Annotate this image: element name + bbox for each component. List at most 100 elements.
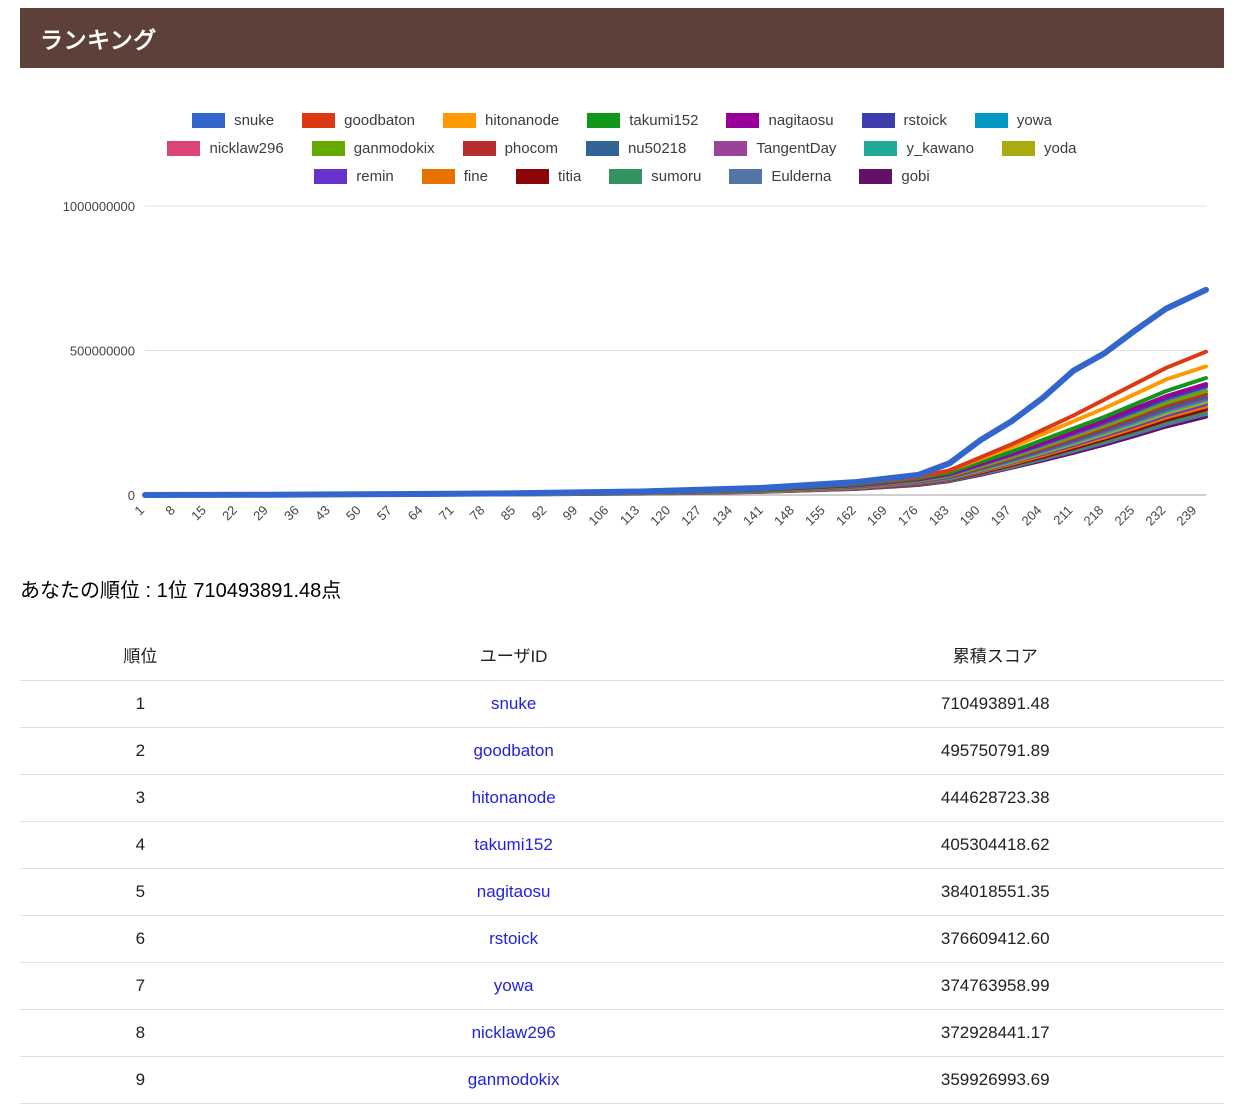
svg-text:148: 148 bbox=[771, 503, 797, 529]
svg-text:155: 155 bbox=[802, 503, 828, 529]
legend-item-goodbaton[interactable]: goodbaton bbox=[302, 112, 415, 129]
svg-text:239: 239 bbox=[1173, 503, 1199, 529]
legend-item-nu50218[interactable]: nu50218 bbox=[585, 140, 687, 157]
legend-item-fine[interactable]: fine bbox=[421, 168, 488, 185]
legend-label: gobi bbox=[901, 168, 930, 185]
legend-color-swatch bbox=[729, 169, 763, 184]
svg-text:71: 71 bbox=[436, 503, 457, 524]
ranking-line-chart: 1000000000 500000000 01 8 15 22 29 36 43 50 57 64 71… bbox=[63, 199, 1209, 529]
score-cell: 405304418.62 bbox=[766, 821, 1224, 869]
legend-item-remin[interactable]: remin bbox=[314, 168, 394, 185]
score-cell: 444628723.38 bbox=[766, 774, 1224, 822]
legend-item-hitonanode[interactable]: hitonanode bbox=[443, 112, 559, 129]
legend-color-swatch bbox=[864, 141, 898, 156]
legend-label: phocom bbox=[504, 140, 558, 157]
score-cell: 495750791.89 bbox=[766, 727, 1224, 775]
page-title: ランキング bbox=[40, 27, 157, 53]
legend-item-phocom[interactable]: phocom bbox=[462, 140, 558, 157]
user-link-rstoick[interactable]: rstoick bbox=[489, 929, 539, 948]
legend-item-yowa[interactable]: yowa bbox=[974, 112, 1052, 129]
svg-text:57: 57 bbox=[374, 503, 395, 524]
legend-label: Eulderna bbox=[771, 168, 832, 185]
legend-item-ganmodokix[interactable]: ganmodokix bbox=[311, 140, 435, 157]
legend-color-swatch bbox=[587, 113, 621, 128]
user-link-hitonanode[interactable]: hitonanode bbox=[471, 788, 556, 807]
user-cell: snuke bbox=[260, 680, 767, 728]
table-row: 6 rstoick 376609412.60 bbox=[20, 915, 1224, 963]
legend-color-swatch bbox=[714, 141, 748, 156]
user-link-takumi152[interactable]: takumi152 bbox=[474, 835, 553, 854]
legend-color-swatch bbox=[462, 141, 496, 156]
svg-text:78: 78 bbox=[467, 503, 488, 524]
ranking-table-head: 順位 ユーザID 累積スコア bbox=[20, 629, 1224, 681]
table-row: 2 goodbaton 495750791.89 bbox=[20, 727, 1224, 775]
table-row: 3 hitonanode 444628723.38 bbox=[20, 774, 1224, 822]
user-link-nicklaw296[interactable]: nicklaw296 bbox=[471, 1023, 556, 1042]
legend-label: remin bbox=[356, 168, 394, 185]
svg-text:232: 232 bbox=[1142, 503, 1168, 529]
svg-text:50: 50 bbox=[343, 503, 364, 524]
svg-text:204: 204 bbox=[1019, 503, 1045, 529]
svg-text:106: 106 bbox=[585, 503, 611, 529]
svg-text:141: 141 bbox=[740, 503, 766, 529]
svg-text:92: 92 bbox=[529, 503, 550, 524]
legend-item-sumoru[interactable]: sumoru bbox=[609, 168, 701, 185]
score-cell: 359926993.69 bbox=[766, 1056, 1224, 1104]
legend-label: titia bbox=[557, 168, 582, 185]
legend-item-takumi152[interactable]: takumi152 bbox=[587, 112, 698, 129]
user-link-nagitaosu[interactable]: nagitaosu bbox=[476, 882, 551, 901]
svg-text:8: 8 bbox=[162, 503, 178, 519]
svg-text:113: 113 bbox=[617, 503, 642, 528]
legend-label: goodbaton bbox=[344, 112, 416, 129]
user-link-snuke[interactable]: snuke bbox=[490, 694, 537, 713]
legend-item-TangentDay[interactable]: TangentDay bbox=[714, 140, 836, 157]
legend-label: takumi152 bbox=[629, 112, 699, 129]
svg-text:190: 190 bbox=[957, 503, 983, 529]
legend-label: yoda bbox=[1043, 140, 1077, 157]
rank-cell: 5 bbox=[20, 868, 261, 916]
user-link-goodbaton[interactable]: goodbaton bbox=[473, 741, 554, 760]
legend-row: remin fine titia sumoru Eulderna gobi bbox=[20, 168, 1224, 185]
user-link-ganmodokix[interactable]: ganmodokix bbox=[467, 1070, 560, 1089]
svg-text:211: 211 bbox=[1050, 503, 1075, 528]
legend-row: snuke goodbaton hitonanode takumi152 nagitao… bbox=[20, 112, 1224, 129]
col-header-score: 累積スコア bbox=[766, 629, 1224, 681]
legend-item-y_kawano[interactable]: y_kawano bbox=[864, 140, 974, 157]
legend-label: nicklaw296 bbox=[209, 140, 284, 157]
legend-item-Eulderna[interactable]: Eulderna bbox=[729, 168, 831, 185]
svg-text:218: 218 bbox=[1080, 503, 1106, 529]
table-row: 9 ganmodokix 359926993.69 bbox=[20, 1056, 1224, 1104]
user-cell: takumi152 bbox=[260, 821, 767, 869]
legend-color-swatch bbox=[861, 113, 895, 128]
user-link-yowa[interactable]: yowa bbox=[493, 976, 534, 995]
svg-text:29: 29 bbox=[250, 503, 271, 524]
table-row: 8 nicklaw296 372928441.17 bbox=[20, 1009, 1224, 1057]
col-header-rank: 順位 bbox=[20, 629, 261, 681]
legend-item-nicklaw296[interactable]: nicklaw296 bbox=[167, 140, 284, 157]
legend-label: sumoru bbox=[651, 168, 702, 185]
svg-text:64: 64 bbox=[405, 503, 426, 524]
legend-color-swatch bbox=[515, 169, 549, 184]
legend-item-rstoick[interactable]: rstoick bbox=[861, 112, 947, 129]
svg-text:120: 120 bbox=[647, 503, 673, 529]
user-cell: rstoick bbox=[260, 915, 767, 963]
legend-color-swatch bbox=[314, 169, 348, 184]
rank-cell: 1 bbox=[20, 680, 261, 728]
svg-text:162: 162 bbox=[833, 503, 859, 529]
legend-label: nu50218 bbox=[627, 140, 687, 157]
legend-color-swatch bbox=[421, 169, 455, 184]
rank-cell: 6 bbox=[20, 915, 261, 963]
rank-cell: 7 bbox=[20, 962, 261, 1010]
legend-item-titia[interactable]: titia bbox=[515, 168, 582, 185]
legend-label: yowa bbox=[1016, 112, 1052, 129]
chart-legend: snuke goodbaton hitonanode takumi152 nagitao… bbox=[20, 112, 1224, 185]
legend-label: rstoick bbox=[903, 112, 947, 129]
legend-item-snuke[interactable]: snuke bbox=[192, 112, 274, 129]
legend-item-yoda[interactable]: yoda bbox=[1001, 140, 1077, 157]
legend-item-gobi[interactable]: gobi bbox=[859, 168, 930, 185]
legend-item-nagitaosu[interactable]: nagitaosu bbox=[726, 112, 834, 129]
svg-text:1: 1 bbox=[131, 503, 147, 519]
legend-label: hitonanode bbox=[485, 112, 560, 129]
rank-cell: 9 bbox=[20, 1056, 261, 1104]
